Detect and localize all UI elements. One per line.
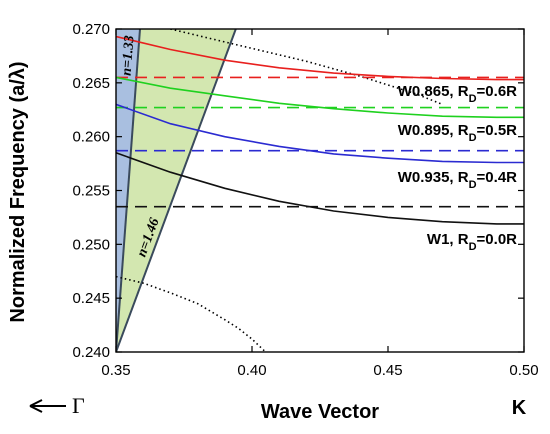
y-tick-label: 0.260 (72, 129, 110, 146)
gamma-label: Γ (72, 393, 85, 418)
dispersion-curve (116, 35, 524, 81)
series-label: W0.865, RD=0.6R (398, 83, 517, 105)
dispersion-curve (116, 76, 524, 119)
x-axis-ticks: 0.35 0.40 0.45 0.50 (101, 29, 539, 379)
y-tick-label: 0.265 (72, 75, 110, 92)
x-axis-title: Wave Vector (261, 401, 379, 423)
x-tick-label: 0.40 (237, 362, 266, 379)
series-labels: W0.865, RD=0.6R W0.895, RD=0.5R W0.935, RD… (398, 83, 517, 253)
x-tick-label: 0.45 (373, 362, 402, 379)
band-edge-curves (116, 29, 443, 352)
y-axis-ticks: 0.240 0.245 0.250 0.255 0.260 0.265 0.270 (72, 21, 524, 361)
refractive-index-label: n=1.33 (120, 35, 138, 76)
light-line (116, 29, 237, 352)
light-cone-regions (116, 29, 237, 352)
dispersion-curve (116, 103, 524, 164)
y-tick-label: 0.270 (72, 21, 110, 38)
cutoff-lines (116, 76, 524, 208)
gamma-arrow-icon (29, 399, 66, 413)
series-label: W1, RD=0.0R (427, 231, 517, 253)
dispersion-curve (116, 152, 524, 225)
series-label: W0.935, RD=0.4R (398, 169, 517, 191)
dispersion-curves (116, 35, 524, 225)
y-tick-label: 0.240 (72, 344, 110, 361)
y-axis-title: Normalized Frequency (a/λ) (7, 61, 29, 322)
y-tick-label: 0.255 (72, 183, 110, 200)
y-tick-label: 0.250 (72, 236, 110, 253)
series-label: W0.895, RD=0.5R (398, 122, 517, 144)
x-tick-label: 0.35 (101, 362, 130, 379)
band-edge-curve (116, 275, 267, 352)
band-edge-curve (170, 29, 443, 106)
y-tick-label: 0.245 (72, 290, 110, 307)
x-tick-label: 0.50 (509, 362, 538, 379)
x-axis-end-label: K (512, 397, 527, 419)
